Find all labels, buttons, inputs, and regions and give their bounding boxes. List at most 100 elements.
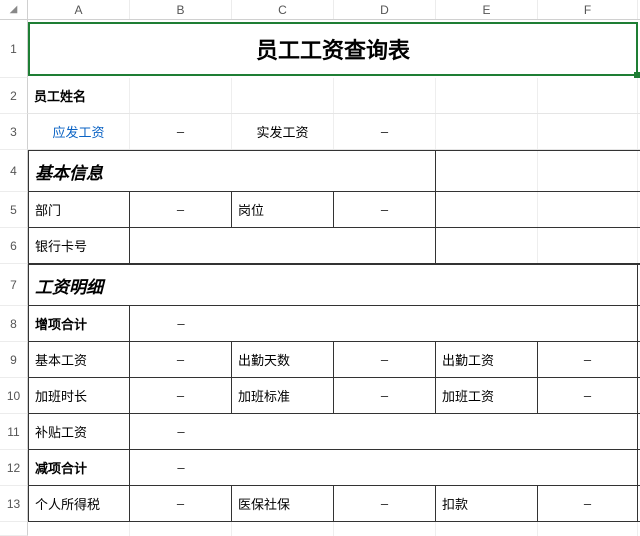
additions-total-label[interactable]: 增项合计 xyxy=(28,306,130,341)
overtime-rate-value[interactable]: – xyxy=(334,378,436,413)
post-value[interactable]: – xyxy=(334,192,436,227)
row-head-11[interactable]: 11 xyxy=(0,414,28,450)
cell-c-blank[interactable] xyxy=(232,522,334,536)
col-head-d[interactable]: D xyxy=(334,0,436,19)
gross-pay-value[interactable]: – xyxy=(130,114,232,149)
cell-f6[interactable] xyxy=(538,228,638,263)
attendance-days-value[interactable]: – xyxy=(334,342,436,377)
income-tax-value[interactable]: – xyxy=(130,486,232,521)
col-head-c[interactable]: C xyxy=(232,0,334,19)
row-head-12[interactable]: 12 xyxy=(0,450,28,486)
fine-value[interactable]: – xyxy=(538,486,638,521)
cell-b4[interactable] xyxy=(130,151,232,191)
cell-d11[interactable] xyxy=(334,414,436,449)
row-head-7[interactable]: 7 xyxy=(0,264,28,306)
income-tax-label[interactable]: 个人所得税 xyxy=(28,486,130,521)
cell-b7[interactable] xyxy=(130,265,232,305)
salary-detail-header[interactable]: 工资明细 xyxy=(28,265,130,305)
cell-e-blank[interactable] xyxy=(436,522,538,536)
overtime-hours-label[interactable]: 加班时长 xyxy=(28,378,130,413)
cell-f11[interactable] xyxy=(538,414,638,449)
attendance-pay-label[interactable]: 出勤工资 xyxy=(436,342,538,377)
deductions-total-label[interactable]: 减项合计 xyxy=(28,450,130,485)
employee-name-label[interactable]: 员工姓名 xyxy=(28,78,130,113)
overtime-rate-label[interactable]: 加班标准 xyxy=(232,378,334,413)
col-head-b[interactable]: B xyxy=(130,0,232,19)
cell-c7[interactable] xyxy=(232,265,334,305)
cell-b2[interactable] xyxy=(130,78,232,113)
attendance-days-label[interactable]: 出勤天数 xyxy=(232,342,334,377)
dept-label[interactable]: 部门 xyxy=(28,192,130,227)
row-head-2[interactable]: 2 xyxy=(0,78,28,114)
cell-c2[interactable] xyxy=(232,78,334,113)
row-head-8[interactable]: 8 xyxy=(0,306,28,342)
row-head-3[interactable]: 3 xyxy=(0,114,28,150)
cell-f12[interactable] xyxy=(538,450,638,485)
overtime-pay-label[interactable]: 加班工资 xyxy=(436,378,538,413)
cell-f8[interactable] xyxy=(538,306,638,341)
col-head-f[interactable]: F xyxy=(538,0,638,19)
cell-f-blank[interactable] xyxy=(538,522,638,536)
cell-e3[interactable] xyxy=(436,114,538,149)
row-head-6[interactable]: 6 xyxy=(0,228,28,264)
row-head-5[interactable]: 5 xyxy=(0,192,28,228)
row-head-10[interactable]: 10 xyxy=(0,378,28,414)
cell-d12[interactable] xyxy=(334,450,436,485)
cell-e11[interactable] xyxy=(436,414,538,449)
cell-f4[interactable] xyxy=(538,151,638,191)
cell-a-blank[interactable] xyxy=(28,522,130,536)
cell-c6[interactable] xyxy=(232,228,334,263)
cell-f7[interactable] xyxy=(538,265,638,305)
cell-d-blank[interactable] xyxy=(334,522,436,536)
cell-e7[interactable] xyxy=(436,265,538,305)
cell-d4[interactable] xyxy=(334,151,436,191)
base-salary-label[interactable]: 基本工资 xyxy=(28,342,130,377)
cell-e4[interactable] xyxy=(436,151,538,191)
select-all-corner[interactable]: ◢ xyxy=(0,0,28,19)
insurance-label[interactable]: 医保社保 xyxy=(232,486,334,521)
cell-c8[interactable] xyxy=(232,306,334,341)
cell-e5[interactable] xyxy=(436,192,538,227)
bank-card-label[interactable]: 银行卡号 xyxy=(28,228,130,263)
cell-d7[interactable] xyxy=(334,265,436,305)
cell-b-blank[interactable] xyxy=(130,522,232,536)
cell-e2[interactable] xyxy=(436,78,538,113)
cell-b6[interactable] xyxy=(130,228,232,263)
insurance-value[interactable]: – xyxy=(334,486,436,521)
cell-d8[interactable] xyxy=(334,306,436,341)
allowance-value[interactable]: – xyxy=(130,414,232,449)
row-head-4[interactable]: 4 xyxy=(0,150,28,192)
cell-e6[interactable] xyxy=(436,228,538,263)
cell-c4[interactable] xyxy=(232,151,334,191)
cell-f3[interactable] xyxy=(538,114,638,149)
row-head-13[interactable]: 13 xyxy=(0,486,28,522)
overtime-hours-value[interactable]: – xyxy=(130,378,232,413)
col-head-a[interactable]: A xyxy=(28,0,130,19)
col-head-e[interactable]: E xyxy=(436,0,538,19)
net-pay-label[interactable]: 实发工资 xyxy=(232,114,334,149)
row-head-1[interactable]: 1 xyxy=(0,20,28,78)
cell-e12[interactable] xyxy=(436,450,538,485)
base-salary-value[interactable]: – xyxy=(130,342,232,377)
cell-c11[interactable] xyxy=(232,414,334,449)
cell-f2[interactable] xyxy=(538,78,638,113)
deductions-total-value[interactable]: – xyxy=(130,450,232,485)
fine-label[interactable]: 扣款 xyxy=(436,486,538,521)
cell-e8[interactable] xyxy=(436,306,538,341)
basic-info-header[interactable]: 基本信息 xyxy=(28,151,130,191)
row-head-blank[interactable] xyxy=(0,522,28,536)
cell-c12[interactable] xyxy=(232,450,334,485)
cell-d6[interactable] xyxy=(334,228,436,263)
additions-total-value[interactable]: – xyxy=(130,306,232,341)
dept-value[interactable]: – xyxy=(130,192,232,227)
allowance-label[interactable]: 补贴工资 xyxy=(28,414,130,449)
cell-d2[interactable] xyxy=(334,78,436,113)
gross-pay-label[interactable]: 应发工资 xyxy=(28,114,130,149)
overtime-pay-value[interactable]: – xyxy=(538,378,638,413)
row-head-9[interactable]: 9 xyxy=(0,342,28,378)
title-cell[interactable]: 员工工资查询表 xyxy=(28,22,638,76)
net-pay-value[interactable]: – xyxy=(334,114,436,149)
attendance-pay-value[interactable]: – xyxy=(538,342,638,377)
post-label[interactable]: 岗位 xyxy=(232,192,334,227)
cell-f5[interactable] xyxy=(538,192,638,227)
